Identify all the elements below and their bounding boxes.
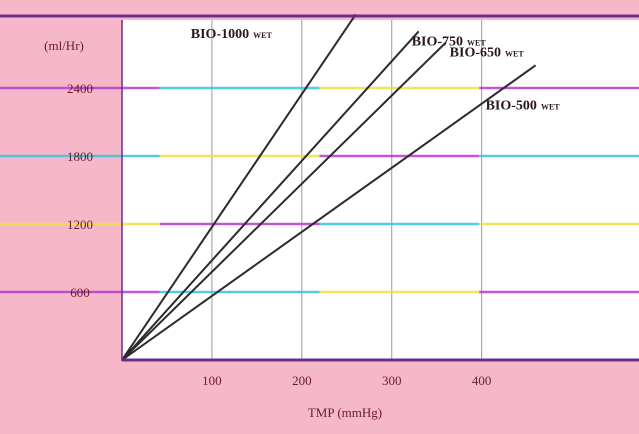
x-tick-label: 200 — [292, 373, 312, 388]
series-line-bio-750 — [121, 30, 420, 361]
x-tick-label: 100 — [202, 373, 222, 388]
plot-area — [122, 20, 639, 360]
series-label: BIO-750 WET — [412, 34, 487, 49]
series-label: BIO-500 WET — [486, 98, 561, 113]
tick-layer: 600 1200 1800 2400 100 200 300 400 — [67, 81, 491, 388]
x-axis-label: TMP (mmHg) — [308, 405, 382, 420]
series-label-suffix: WET — [467, 38, 486, 47]
series-label-name: BIO-500 — [486, 98, 537, 113]
y-tick-label: 2400 — [67, 81, 93, 96]
y-tick-label: 1800 — [67, 149, 93, 164]
series-label-name: BIO-650 — [450, 46, 501, 61]
series-line-bio-500 — [121, 64, 537, 361]
x-tick-label: 400 — [472, 373, 492, 388]
series-label: BIO-650 WET — [450, 46, 525, 61]
x-tick-label: 300 — [382, 373, 402, 388]
series-label-suffix: WET — [541, 102, 560, 111]
series-line-bio-1000 — [121, 13, 357, 361]
series-line-bio-650 — [121, 41, 447, 361]
series-label-suffix: WET — [253, 31, 272, 40]
y-axis-label: (ml/Hr) — [44, 38, 84, 53]
series-label: BIO-1000 WET — [191, 27, 273, 42]
y-tick-label: 1200 — [67, 217, 93, 232]
series-label-name: BIO-1000 — [191, 27, 249, 42]
y-tick-label: 600 — [70, 285, 90, 300]
series-layer — [121, 13, 537, 361]
series-label-name: BIO-750 — [412, 34, 463, 49]
series-label-suffix: WET — [505, 50, 524, 59]
